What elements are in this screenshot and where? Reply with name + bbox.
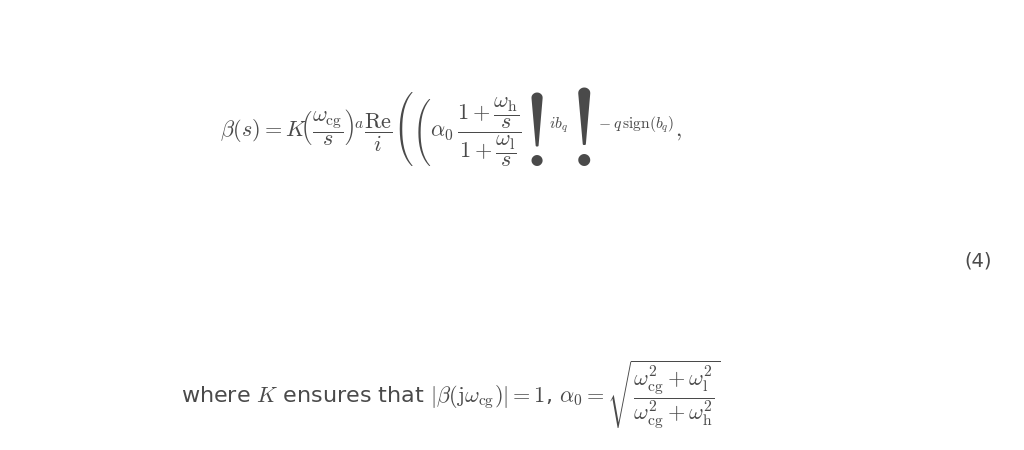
Text: (4): (4) bbox=[965, 251, 992, 270]
Text: where $K$ ensures that $|\beta(\mathrm{j}\omega_{\mathrm{cg}})| = 1$, $\alpha_0 : where $K$ ensures that $|\beta(\mathrm{j… bbox=[181, 359, 720, 431]
Text: $\beta(s) = K\!\left(\dfrac{\omega_{\mathrm{cg}}}{s}\right)^{\!a}\dfrac{\mathrm{: $\beta(s) = K\!\left(\dfrac{\omega_{\mat… bbox=[220, 85, 682, 168]
